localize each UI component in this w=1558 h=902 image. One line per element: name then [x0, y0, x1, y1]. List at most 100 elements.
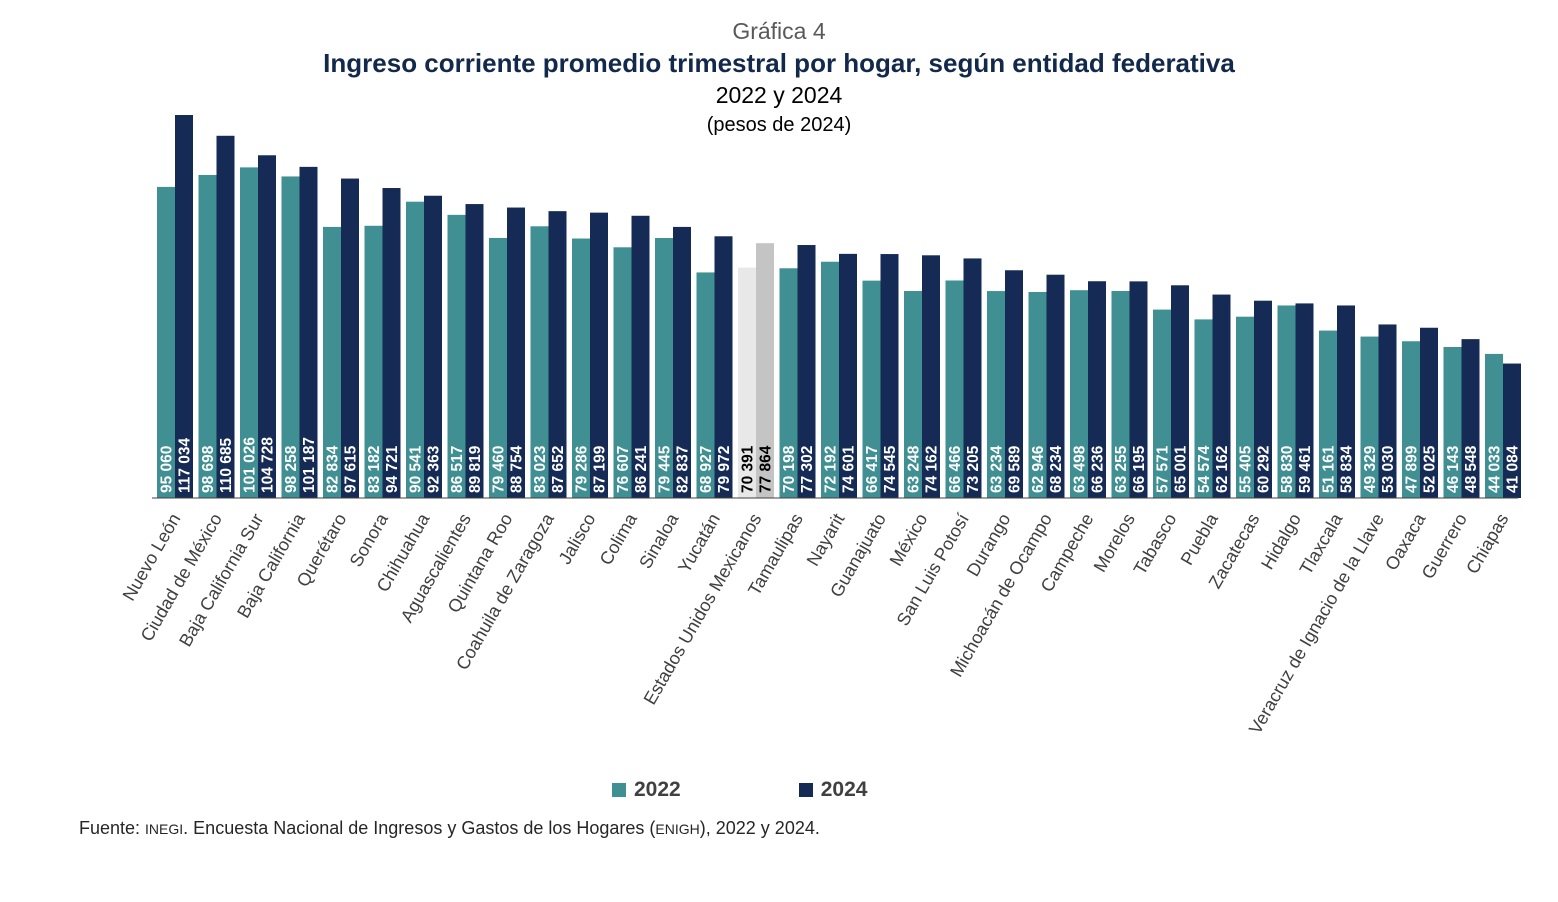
bar-2022-puebla [1194, 319, 1213, 498]
bar-2022-nayarit [821, 261, 839, 498]
data-label-2024-coahuila-de-zaragoza: 87 652 [550, 446, 567, 493]
data-label-2022-coahuila-de-zaragoza: 83 023 [532, 445, 549, 493]
bar-2022-oaxaca [1402, 341, 1420, 498]
data-label-2022-chihuahua: 90 541 [408, 445, 425, 493]
bar-2024-tabasco [1171, 285, 1189, 498]
bar-2022-tabasco [1153, 309, 1171, 498]
data-label-2022-zacatecas: 55 405 [1238, 445, 1255, 493]
data-label-2022-tabasco: 57 571 [1155, 445, 1172, 493]
bar-2024-jalisco [590, 212, 608, 498]
legend-swatch-2022 [612, 783, 626, 797]
data-label-2022-yucatan: 68 927 [698, 446, 715, 493]
data-label-2024-nuevo-leon: 117 034 [177, 437, 194, 493]
data-label-2024-queretaro: 97 615 [343, 445, 360, 493]
bar-2024-san-luis-potosi [963, 258, 982, 498]
bar-2024-morelos [1129, 281, 1148, 498]
bar-2022-baja-california [281, 176, 300, 498]
bar-2022-durango [987, 291, 1005, 498]
legend-item-2022: 2022 [612, 778, 681, 802]
data-label-2024-guanajuato: 74 545 [882, 445, 899, 493]
bar-2022-veracruz-de-ignacio-de-la-llave [1360, 336, 1379, 498]
bar-2022-campeche [1070, 290, 1088, 498]
bar-2024-tamaulipas [797, 245, 816, 498]
chart-label: Gráfica 4 [732, 18, 826, 44]
bar-2022-mexico [904, 291, 922, 498]
chart-units: (pesos de 2024) [706, 114, 852, 136]
data-label-2024-sinaloa: 82 837 [675, 446, 692, 493]
data-label-2024-durango: 69 589 [1007, 445, 1024, 493]
data-label-2024-tlaxcala: 58 834 [1339, 445, 1356, 493]
data-label-2022-baja-california: 98 258 [283, 445, 300, 493]
bar-2024-chihuahua [424, 195, 442, 498]
bar-2022-queretaro [323, 226, 341, 498]
data-label-2024-hidalgo: 59 461 [1297, 445, 1314, 493]
legend-label-2022: 2022 [634, 778, 681, 801]
bar-2024-estados-unidos-mexicanos [756, 243, 774, 498]
data-label-2022-estados-unidos-mexicanos: 70 391 [740, 445, 757, 493]
data-label-2022-campeche: 63 498 [1072, 445, 1089, 493]
data-label-2022-mexico: 63 248 [906, 445, 923, 493]
source-end: ), 2022 y 2024. [699, 818, 820, 838]
data-label-2022-sonora: 83 182 [366, 446, 383, 493]
data-label-2024-yucatan: 79 972 [716, 446, 733, 493]
data-label-2024-aguascalientes: 89 819 [467, 445, 484, 493]
data-label-2024-morelos: 66 195 [1131, 445, 1148, 493]
bar-2024-puebla [1212, 294, 1231, 498]
bar-2022-aguascalientes [447, 214, 466, 498]
bar-2022-zacatecas [1236, 316, 1254, 498]
data-label-2022-morelos: 63 255 [1113, 445, 1130, 493]
bar-2024-mexico [922, 255, 940, 498]
data-label-2024-san-luis-potosi: 73 205 [965, 445, 982, 493]
data-label-2022-hidalgo: 58 830 [1279, 446, 1296, 493]
bar-2022-sinaloa [655, 238, 673, 498]
data-label-2024-nayarit: 74 601 [841, 445, 858, 493]
legend-label-2024: 2024 [820, 778, 868, 801]
data-label-2024-mexico: 74 162 [924, 446, 941, 493]
legend: 2022 2024 [612, 778, 867, 802]
data-label-2024-jalisco: 87 199 [592, 445, 609, 493]
bar-2024-sinaloa [673, 226, 691, 498]
bar-2024-durango [1005, 270, 1023, 498]
tick-label-sonora: Sonora [346, 509, 393, 570]
bar-2022-guerrero [1443, 346, 1462, 498]
bar-2024-zacatecas [1254, 300, 1272, 498]
data-label-2022-puebla: 54 574 [1196, 445, 1213, 493]
bar-2024-michoacan-de-ocampo [1046, 274, 1065, 498]
data-label-2022-veracruz-de-ignacio-de-la-llave: 49 329 [1362, 445, 1379, 493]
bar-2024-coahuila-de-zaragoza [548, 211, 567, 498]
data-label-2022-aguascalientes: 86 517 [449, 446, 466, 493]
data-label-2024-oaxaca: 52 025 [1422, 445, 1439, 493]
bar-2022-san-luis-potosi [945, 280, 964, 498]
data-label-2022-durango: 63 234 [989, 445, 1006, 493]
data-label-2024-zacatecas: 60 292 [1256, 446, 1273, 493]
data-label-2024-chiapas: 41 084 [1505, 445, 1522, 493]
data-label-2022-chiapas: 44 033 [1487, 445, 1504, 493]
bar-2024-campeche [1088, 281, 1106, 498]
tick-label-nayarit: Nayarit [803, 510, 849, 569]
data-label-2022-michoacan-de-ocampo: 62 946 [1030, 445, 1047, 493]
bar-2024-tlaxcala [1337, 305, 1355, 498]
data-label-2024-baja-california-sur: 104 728 [260, 437, 277, 493]
data-label-2024-tamaulipas: 77 302 [799, 446, 816, 493]
tick-label-mexico: México [886, 510, 932, 569]
bar-2022-ciudad-de-mexico [198, 175, 217, 498]
data-label-2022-ciudad-de-mexico: 98 698 [200, 445, 217, 493]
bar-2024-chiapas [1503, 363, 1521, 498]
bar-2022-jalisco [572, 238, 590, 498]
source-abbr: ENIGH [655, 821, 700, 837]
data-label-2024-veracruz-de-ignacio-de-la-llave: 53 030 [1380, 446, 1397, 493]
bar-2022-yucatan [696, 272, 715, 498]
data-label-2024-guerrero: 48 548 [1463, 445, 1480, 493]
data-label-2022-san-luis-potosi: 66 466 [947, 445, 964, 493]
bar-2024-sonora [382, 188, 401, 498]
bar-2024-ciudad-de-mexico [216, 135, 235, 498]
bar-2022-tlaxcala [1319, 330, 1337, 498]
bar-2022-baja-california-sur [240, 167, 258, 499]
data-label-2024-baja-california: 101 187 [301, 437, 318, 493]
bar-2024-queretaro [341, 178, 359, 498]
data-label-2024-sonora: 94 721 [384, 445, 401, 493]
chart-title: Ingreso corriente promedio trimestral po… [323, 48, 1235, 78]
data-label-2024-puebla: 62 162 [1214, 446, 1231, 493]
bar-2022-hidalgo [1277, 305, 1296, 498]
